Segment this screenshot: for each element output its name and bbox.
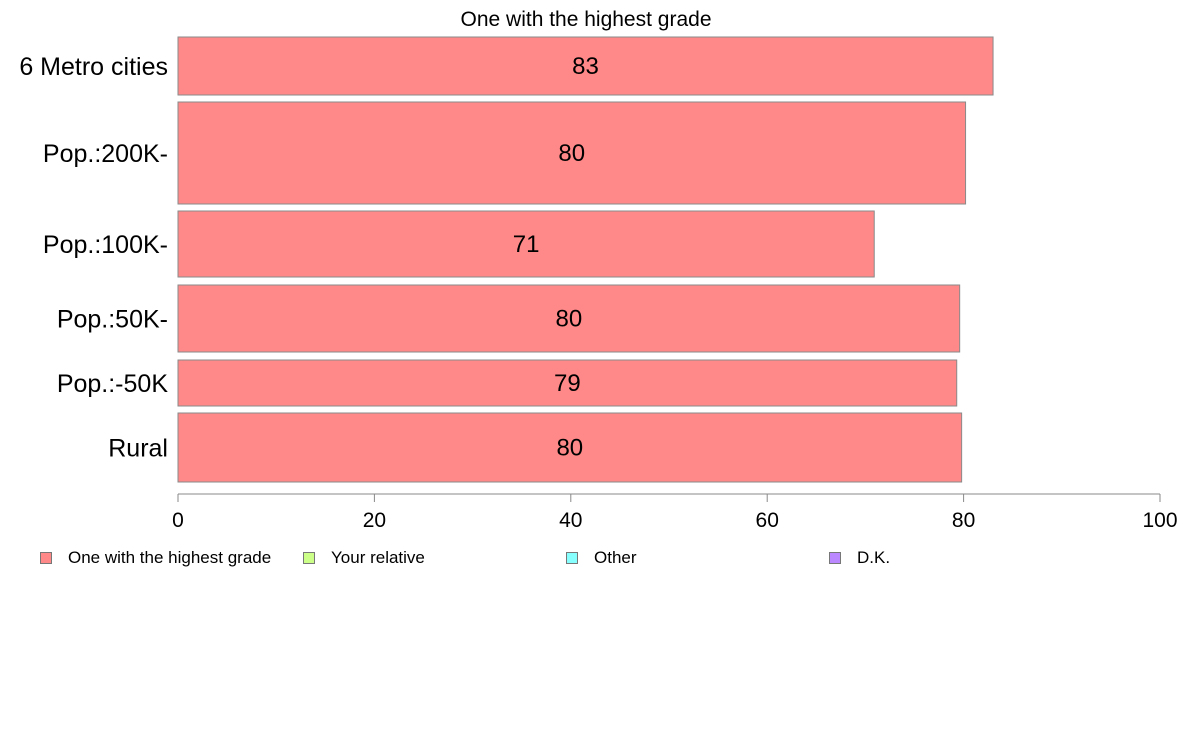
category-label: Pop.:-50K xyxy=(57,370,169,398)
x-tick-label: 80 xyxy=(952,509,975,532)
bar xyxy=(177,284,961,353)
bar-value-label: 80 xyxy=(556,435,583,462)
bar xyxy=(177,36,994,96)
bar-value-label: 83 xyxy=(572,53,599,80)
bar-value-label: 80 xyxy=(555,306,582,333)
category-label: Pop.:200K- xyxy=(43,140,168,168)
legend-swatch xyxy=(40,552,52,564)
x-axis: 0 20 40 60 80 100 xyxy=(172,493,1178,532)
x-tick-label: 40 xyxy=(559,509,582,532)
legend-swatch xyxy=(303,552,315,564)
legend-item: Other xyxy=(566,548,637,568)
legend-item: D.K. xyxy=(829,548,890,568)
bar xyxy=(177,210,875,278)
chart-title: One with the highest grade xyxy=(461,8,712,31)
category-label: Pop.:100K- xyxy=(43,231,168,259)
bar xyxy=(177,412,963,483)
x-tick-label: 100 xyxy=(1142,509,1177,532)
bar-value-label: 71 xyxy=(513,231,540,258)
bar xyxy=(177,359,958,407)
category-label: Rural xyxy=(108,435,168,463)
legend-label: Your relative xyxy=(331,548,425,567)
bar-chart: One with the highest grade 838071807980 … xyxy=(19,8,1178,532)
legend-item: Your relative xyxy=(303,548,425,568)
legend-item: One with the highest grade xyxy=(40,548,271,568)
legend-label: D.K. xyxy=(857,548,891,567)
bar-value-label: 80 xyxy=(558,140,585,167)
legend-swatch xyxy=(829,552,841,564)
legend-label: Other xyxy=(594,548,637,567)
category-labels: 6 Metro cities Pop.:200K- Pop.:100K- Pop.:5… xyxy=(19,53,168,463)
bar-value-label: 79 xyxy=(554,370,581,397)
x-tick-label: 0 xyxy=(172,509,184,532)
legend: One with the highest grade Your relative… xyxy=(0,548,1188,568)
legend-swatch xyxy=(566,552,578,564)
category-label: 6 Metro cities xyxy=(19,53,168,81)
category-label: Pop.:50K- xyxy=(57,306,168,334)
x-tick-label: 20 xyxy=(363,509,386,532)
legend-label: One with the highest grade xyxy=(68,548,272,567)
x-tick-label: 60 xyxy=(756,509,779,532)
bar xyxy=(177,101,967,205)
bars-group: 83 80 71 80 79 80 xyxy=(177,36,994,483)
